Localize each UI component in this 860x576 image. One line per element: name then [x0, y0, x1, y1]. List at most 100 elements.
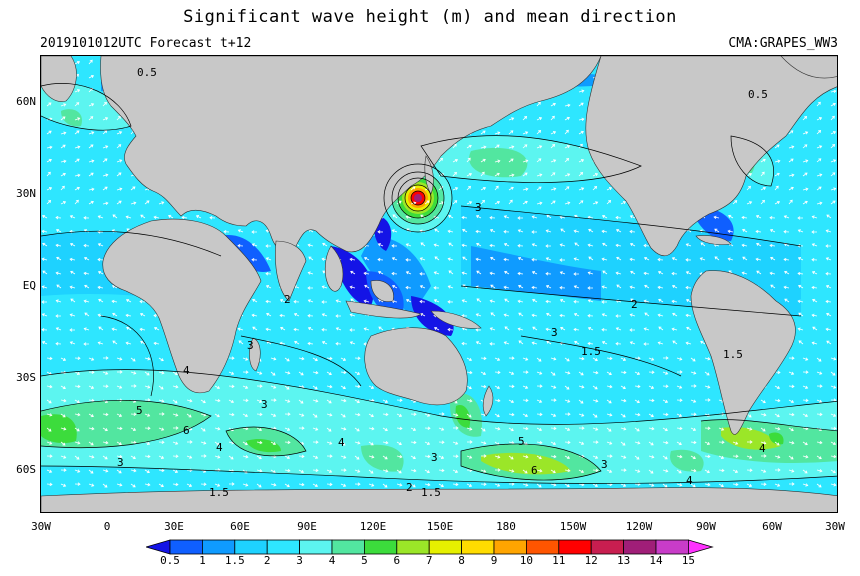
- direction-arrow: [657, 341, 664, 345]
- direction-arrow: [256, 483, 262, 488]
- contour-label: 3: [247, 339, 254, 352]
- direction-arrow: [41, 214, 48, 219]
- direction-arrow: [322, 242, 328, 247]
- direction-arrow: [74, 60, 81, 65]
- direction-arrow: [46, 441, 53, 445]
- direction-arrow: [97, 285, 104, 290]
- direction-arrow: [601, 300, 607, 304]
- direction-arrow: [405, 285, 412, 290]
- direction-arrow: [797, 299, 804, 304]
- direction-arrow: [760, 441, 767, 445]
- direction-arrow: [508, 371, 515, 375]
- direction-arrow: [116, 187, 123, 191]
- direction-arrow: [74, 356, 81, 360]
- direction-arrow: [312, 455, 319, 459]
- direction-arrow: [494, 385, 501, 390]
- direction-arrow: [340, 455, 347, 459]
- direction-arrow: [354, 356, 361, 360]
- direction-arrow: [382, 455, 388, 460]
- direction-arrow: [788, 384, 795, 389]
- direction-arrow: [536, 173, 543, 177]
- direction-arrow: [564, 483, 570, 488]
- direction-arrow: [564, 468, 571, 473]
- direction-arrow: [685, 243, 692, 247]
- direction-arrow: [83, 243, 90, 248]
- direction-arrow: [312, 440, 319, 444]
- direction-arrow: [671, 327, 678, 331]
- colorbar: [146, 539, 714, 555]
- direction-arrow: [704, 371, 710, 376]
- direction-arrow: [816, 399, 823, 403]
- direction-arrow: [494, 159, 501, 163]
- direction-arrow: [130, 201, 137, 205]
- direction-arrow: [592, 483, 599, 488]
- direction-arrow: [84, 312, 90, 317]
- direction-arrow: [494, 185, 499, 191]
- direction-arrow: [270, 413, 277, 417]
- direction-arrow: [83, 342, 89, 346]
- direction-arrow: [615, 271, 622, 275]
- direction-arrow: [643, 271, 650, 276]
- direction-arrow: [490, 256, 496, 261]
- direction-arrow: [606, 454, 613, 458]
- direction-arrow: [816, 455, 822, 460]
- direction-arrow: [536, 145, 543, 149]
- direction-arrow: [550, 159, 557, 163]
- direction-arrow: [88, 385, 95, 389]
- direction-arrow: [158, 455, 165, 459]
- direction-arrow: [172, 482, 179, 487]
- direction-arrow: [111, 299, 118, 304]
- direction-arrow: [116, 115, 121, 121]
- direction-arrow: [545, 257, 552, 261]
- direction-arrow: [466, 370, 473, 375]
- direction-arrow: [475, 328, 482, 332]
- direction-arrow: [307, 299, 314, 303]
- direction-arrow: [662, 469, 669, 473]
- direction-arrow: [606, 384, 613, 389]
- direction-arrow: [312, 413, 318, 418]
- direction-arrow: [531, 258, 538, 262]
- direction-arrow: [676, 398, 683, 402]
- direction-arrow: [494, 370, 501, 375]
- direction-arrow: [307, 243, 314, 247]
- direction-arrow: [550, 441, 557, 446]
- direction-arrow: [186, 468, 193, 472]
- direction-arrow: [480, 427, 486, 432]
- direction-arrow: [606, 413, 613, 417]
- direction-arrow: [662, 399, 669, 403]
- direction-arrow: [270, 357, 277, 361]
- direction-arrow: [615, 314, 621, 318]
- direction-arrow: [494, 357, 501, 361]
- direction-arrow: [237, 229, 244, 233]
- direction-arrow: [354, 412, 361, 417]
- direction-arrow: [200, 482, 207, 486]
- direction-arrow: [125, 313, 132, 318]
- direction-arrow: [419, 285, 426, 289]
- direction-arrow: [550, 172, 556, 177]
- lon-tick-label: 30E: [164, 520, 184, 533]
- direction-arrow: [531, 341, 538, 345]
- direction-arrow: [172, 399, 178, 404]
- direction-arrow: [830, 187, 837, 191]
- direction-arrow: [671, 257, 678, 261]
- direction-arrow: [410, 427, 417, 431]
- direction-arrow: [396, 413, 403, 417]
- direction-arrow: [830, 483, 837, 487]
- indonesia-land: [345, 300, 422, 319]
- direction-arrow: [770, 284, 776, 289]
- direction-arrow: [620, 398, 627, 403]
- direction-arrow: [774, 455, 781, 459]
- direction-arrow: [46, 102, 52, 107]
- direction-arrow: [476, 270, 482, 275]
- colorbar-level-label: 1: [199, 554, 206, 567]
- direction-arrow: [732, 482, 739, 487]
- direction-arrow: [350, 270, 356, 275]
- madagascar-land: [249, 337, 261, 372]
- direction-arrow: [447, 285, 454, 289]
- direction-arrow: [438, 427, 445, 431]
- direction-arrow: [340, 427, 347, 431]
- direction-arrow: [88, 131, 95, 135]
- direction-arrow: [601, 229, 608, 234]
- direction-arrow: [648, 398, 655, 403]
- direction-arrow: [97, 215, 104, 219]
